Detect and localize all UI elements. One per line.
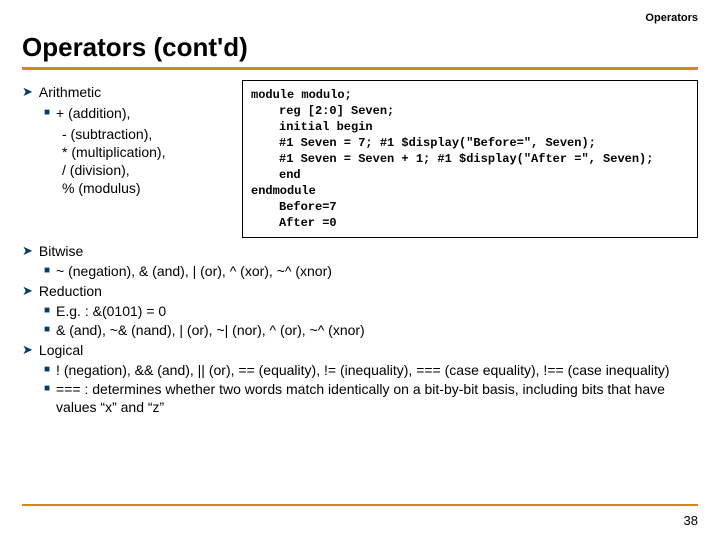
square-bullet-icon: ■ bbox=[44, 302, 50, 320]
bitwise-heading: Bitwise bbox=[39, 242, 83, 260]
slide: Operators Operators (cont'd) ➤ Arithmeti… bbox=[0, 0, 720, 540]
square-bullet-icon: ■ bbox=[44, 361, 50, 379]
code-l8: Before=7 bbox=[251, 199, 689, 215]
code-l9: After =0 bbox=[251, 215, 689, 231]
arith-division: / (division), bbox=[62, 161, 232, 179]
code-l7: endmodule bbox=[251, 184, 316, 198]
slide-title: Operators (cont'd) bbox=[22, 32, 698, 63]
code-l3: initial begin bbox=[251, 119, 689, 135]
footer-underline bbox=[22, 504, 698, 506]
square-bullet-icon: ■ bbox=[44, 380, 50, 398]
page-number: 38 bbox=[684, 513, 698, 528]
code-l2: reg [2:0] Seven; bbox=[251, 103, 689, 119]
arith-multiplication: * (multiplication), bbox=[62, 143, 232, 161]
code-l1: module modulo; bbox=[251, 88, 352, 102]
arrow-icon: ➤ bbox=[22, 282, 33, 300]
reduction-ops: & (and), ~& (nand), | (or), ~| (nor), ^ … bbox=[56, 321, 365, 339]
arrow-icon: ➤ bbox=[22, 341, 33, 359]
arrow-icon: ➤ bbox=[22, 242, 33, 260]
code-l4: #1 Seven = 7; #1 $display("Before=", Sev… bbox=[251, 135, 689, 151]
bitwise-ops: ~ (negation), & (and), | (or), ^ (xor), … bbox=[56, 262, 332, 280]
category-label: Operators bbox=[645, 12, 698, 24]
logical-heading: Logical bbox=[39, 341, 83, 359]
arithmetic-block: ➤ Arithmetic ■ + (addition), - (subtract… bbox=[22, 80, 232, 197]
upper-row: ➤ Arithmetic ■ + (addition), - (subtract… bbox=[22, 80, 698, 238]
arith-subtraction: - (subtraction), bbox=[62, 125, 232, 143]
logical-l2: === : determines whether two words match… bbox=[56, 380, 698, 416]
arith-modulus: % (modulus) bbox=[62, 179, 232, 197]
square-bullet-icon: ■ bbox=[44, 104, 50, 122]
arithmetic-heading: Arithmetic bbox=[39, 83, 101, 101]
lower-block: ➤ Bitwise ■ ~ (negation), & (and), | (or… bbox=[22, 242, 698, 416]
code-l5: #1 Seven = Seven + 1; #1 $display("After… bbox=[251, 151, 689, 167]
square-bullet-icon: ■ bbox=[44, 262, 50, 280]
code-box: module modulo; reg [2:0] Seven;initial b… bbox=[242, 80, 698, 238]
title-underline bbox=[22, 67, 698, 70]
arrow-icon: ➤ bbox=[22, 83, 33, 101]
arith-addition: + (addition), bbox=[56, 104, 130, 122]
code-l6: end bbox=[251, 167, 689, 183]
reduction-heading: Reduction bbox=[39, 282, 102, 300]
reduction-eg: E.g. : &(0101) = 0 bbox=[56, 302, 166, 320]
square-bullet-icon: ■ bbox=[44, 321, 50, 339]
logical-l1: ! (negation), && (and), || (or), == (equ… bbox=[56, 361, 669, 379]
